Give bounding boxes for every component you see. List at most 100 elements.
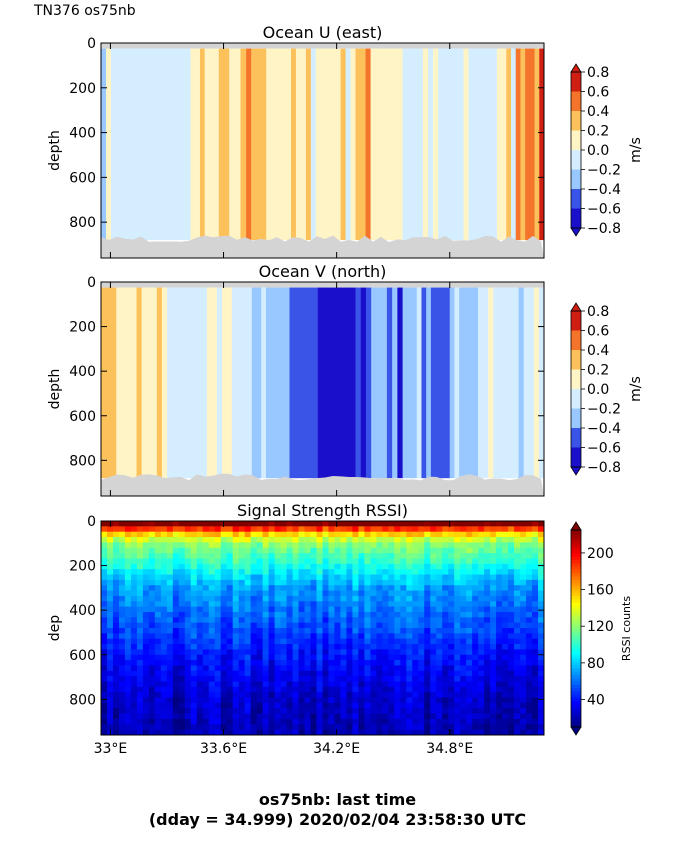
colorbar-segment bbox=[571, 621, 581, 626]
cell bbox=[176, 287, 183, 479]
cell bbox=[196, 665, 204, 672]
cell bbox=[418, 649, 425, 656]
colorbar-segment bbox=[571, 704, 581, 708]
cell bbox=[346, 644, 354, 650]
cell bbox=[448, 558, 455, 565]
cell bbox=[298, 654, 306, 661]
cell bbox=[412, 574, 419, 581]
cell bbox=[226, 563, 234, 570]
cell bbox=[232, 681, 240, 688]
cell bbox=[460, 601, 467, 608]
cell bbox=[508, 601, 515, 608]
cell bbox=[466, 569, 473, 576]
cell bbox=[394, 531, 401, 538]
cell bbox=[130, 724, 138, 731]
cell bbox=[490, 590, 497, 597]
cell bbox=[412, 617, 419, 624]
cell bbox=[148, 526, 156, 533]
cell bbox=[352, 670, 360, 677]
cell bbox=[268, 558, 276, 565]
cell bbox=[406, 708, 413, 715]
cell bbox=[112, 681, 120, 688]
cell bbox=[328, 585, 336, 592]
cell bbox=[496, 713, 503, 720]
cell bbox=[508, 569, 515, 576]
cell bbox=[268, 713, 276, 720]
cell bbox=[340, 595, 348, 602]
cell bbox=[292, 531, 300, 538]
cell bbox=[412, 569, 419, 576]
cell bbox=[448, 526, 455, 533]
cell bbox=[262, 649, 270, 656]
cell bbox=[430, 585, 437, 592]
cell bbox=[340, 585, 348, 592]
cell bbox=[256, 686, 264, 693]
cell bbox=[520, 697, 527, 704]
cell bbox=[214, 665, 222, 672]
cell bbox=[526, 590, 533, 597]
cell bbox=[172, 638, 180, 645]
cell bbox=[424, 547, 431, 554]
cell bbox=[526, 547, 533, 554]
cell bbox=[172, 611, 180, 618]
cell bbox=[496, 569, 503, 576]
cell bbox=[190, 724, 198, 731]
cell bbox=[328, 537, 336, 543]
cell bbox=[256, 553, 264, 560]
cell bbox=[160, 697, 168, 704]
cell bbox=[101, 622, 108, 629]
cell bbox=[532, 558, 539, 565]
cell bbox=[286, 590, 294, 597]
cell bbox=[256, 563, 264, 570]
cell bbox=[400, 617, 407, 624]
cell bbox=[178, 644, 186, 650]
cell bbox=[538, 654, 544, 661]
cell bbox=[358, 563, 366, 570]
cell bbox=[388, 638, 395, 645]
cell bbox=[430, 611, 437, 618]
cell bbox=[322, 595, 330, 602]
cell bbox=[514, 670, 521, 677]
cell bbox=[106, 633, 114, 640]
cell bbox=[172, 633, 180, 640]
cell bbox=[292, 521, 300, 527]
cell bbox=[526, 665, 533, 672]
cell bbox=[160, 681, 168, 688]
colorbar-segment bbox=[571, 615, 581, 620]
cell bbox=[436, 521, 443, 527]
colorbar-segment bbox=[571, 559, 581, 564]
cell bbox=[136, 611, 144, 618]
cell bbox=[388, 644, 395, 650]
cell bbox=[322, 563, 330, 570]
cell bbox=[460, 718, 467, 725]
cell bbox=[538, 611, 544, 618]
cell bbox=[111, 287, 117, 479]
cell bbox=[166, 649, 174, 656]
cell bbox=[154, 585, 162, 592]
cell bbox=[238, 676, 246, 683]
cell bbox=[101, 686, 108, 693]
cell bbox=[358, 676, 366, 683]
cell bbox=[322, 287, 328, 479]
cell bbox=[502, 644, 509, 650]
cell bbox=[226, 697, 234, 704]
cell bbox=[526, 670, 533, 677]
cell bbox=[460, 585, 467, 592]
cell bbox=[458, 48, 465, 241]
cell bbox=[118, 617, 126, 624]
cell bbox=[436, 692, 443, 699]
cell bbox=[394, 537, 401, 543]
cell bbox=[370, 724, 377, 731]
cell bbox=[346, 697, 354, 704]
cell bbox=[184, 628, 192, 634]
colorbar-segment bbox=[571, 713, 581, 718]
cell bbox=[346, 558, 354, 565]
cell bbox=[304, 665, 312, 672]
cell bbox=[196, 585, 204, 592]
cell bbox=[460, 729, 467, 735]
cell bbox=[256, 654, 264, 661]
cell bbox=[142, 569, 150, 576]
cell bbox=[394, 702, 401, 709]
cell bbox=[298, 676, 306, 683]
cell bbox=[496, 697, 503, 704]
